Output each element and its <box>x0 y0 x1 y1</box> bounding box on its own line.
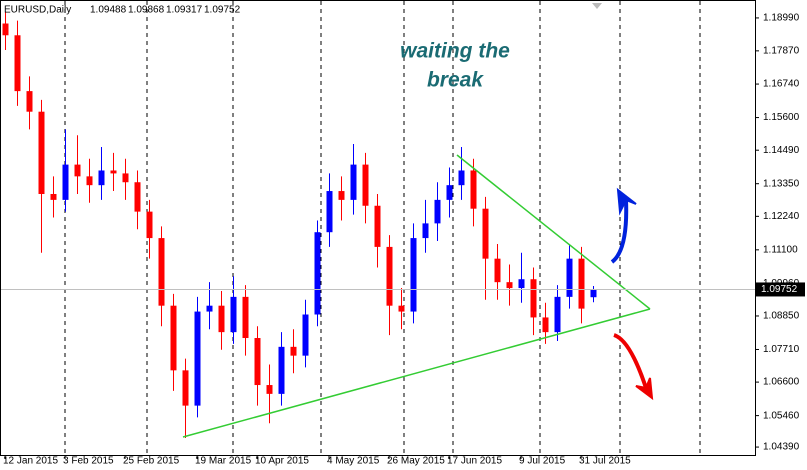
candle-body <box>86 176 93 186</box>
y-tick-label: 1.15600 <box>763 112 800 123</box>
candle-body <box>110 170 117 174</box>
candle-body <box>278 346 285 394</box>
candle-body <box>2 23 9 36</box>
x-tick-label: 25 Feb 2015 <box>123 456 180 467</box>
y-tick-label: 1.12240 <box>763 211 800 222</box>
x-tick-label: 12 Jan 2015 <box>3 456 58 467</box>
candle-body <box>518 279 525 289</box>
y-tick-label: 1.05460 <box>763 410 800 421</box>
candle-body <box>14 35 21 92</box>
candle-body <box>554 296 561 333</box>
candle-body <box>50 193 57 200</box>
period-separators <box>64 1 701 455</box>
y-tick-label: 1.06600 <box>763 377 800 388</box>
candle-body <box>362 164 369 206</box>
candle-body <box>182 370 189 406</box>
y-tick-label: 1.08850 <box>763 311 800 322</box>
candle-body <box>98 170 105 186</box>
candle-body <box>194 311 201 406</box>
candle-body <box>482 208 489 259</box>
down-arrow-head <box>635 377 654 401</box>
ohlc-low: 1.09317 <box>166 5 203 16</box>
candle-body <box>530 279 537 318</box>
y-tick-label: 1.13350 <box>763 178 800 189</box>
candle-body <box>350 164 357 200</box>
candle-body <box>338 191 345 200</box>
candles <box>2 11 597 438</box>
x-tick-label: 19 Mar 2015 <box>195 456 252 467</box>
candle-body <box>218 305 225 333</box>
candle-body <box>566 258 573 297</box>
candle-body <box>458 170 465 186</box>
candle-body <box>398 305 405 312</box>
candle-body <box>266 385 273 394</box>
x-tick-label: 4 May 2015 <box>327 456 380 467</box>
y-tick-label: 1.16740 <box>763 79 800 90</box>
candle-body <box>386 246 393 306</box>
x-tick-label: 31 Jul 2015 <box>579 456 631 467</box>
x-tick-label: 9 Jul 2015 <box>519 456 566 467</box>
y-tick-label: 1.04390 <box>763 442 800 453</box>
candle-body <box>38 111 45 194</box>
ohlc-close: 1.09752 <box>204 5 241 16</box>
candle-body <box>230 296 237 333</box>
candle-body <box>122 173 129 183</box>
annotation: break <box>427 69 484 92</box>
candle-body <box>434 199 441 224</box>
y-tick-label: 1.07710 <box>763 344 800 355</box>
candle-body <box>590 289 597 298</box>
y-tick-label: 1.11100 <box>763 244 798 255</box>
candle-body <box>470 170 477 209</box>
candle-body <box>26 91 33 112</box>
candle-body <box>314 232 321 315</box>
candle-body <box>446 185 453 200</box>
candle-body <box>494 258 501 283</box>
ohlc-high: 1.09868 <box>128 5 165 16</box>
candle-body <box>506 282 513 289</box>
x-tick-label: 10 Apr 2015 <box>255 456 309 467</box>
trendlines <box>182 154 651 438</box>
candle-body <box>62 164 69 200</box>
price-label-box <box>756 282 805 297</box>
candle-body <box>254 338 261 386</box>
symbol-title: EURUSD,Daily <box>4 5 71 16</box>
candle-body <box>326 191 333 233</box>
candle-body <box>578 258 585 309</box>
candle-body <box>242 296 249 339</box>
x-tick-label: 3 Feb 2015 <box>63 456 114 467</box>
y-tick-label: 1.18990 <box>763 13 800 24</box>
x-tick-label: 17 Jun 2015 <box>447 456 502 467</box>
y-tick-label: 1.17870 <box>763 45 800 56</box>
candle-body <box>146 211 153 239</box>
shift-marker <box>592 3 602 9</box>
y-tick-label: 1.14490 <box>763 145 800 156</box>
candle-body <box>422 223 429 239</box>
x-tick-label: 26 May 2015 <box>387 456 445 467</box>
candle-body <box>542 317 549 333</box>
candle-body <box>302 314 309 356</box>
candle-body <box>374 205 381 247</box>
price-label: 1.09752 <box>761 284 798 295</box>
candle-body <box>206 305 213 312</box>
annotation: waiting the <box>400 40 510 63</box>
up-arrow <box>610 199 629 264</box>
ohlc-open: 1.09488 <box>90 5 127 16</box>
candle-body <box>74 164 81 177</box>
candle-body <box>158 238 165 306</box>
down-arrow <box>613 333 648 389</box>
candle-body <box>410 238 417 312</box>
candle-body <box>134 182 141 212</box>
up-arrow-head <box>616 187 637 216</box>
candle-body <box>170 305 177 371</box>
candle-body <box>290 346 297 356</box>
